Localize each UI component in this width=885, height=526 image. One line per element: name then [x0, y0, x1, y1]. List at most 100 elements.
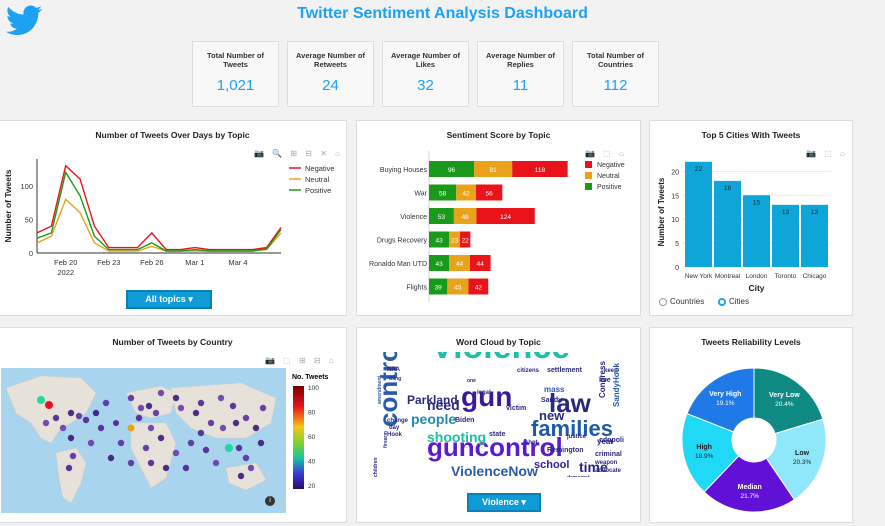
country-marker: [237, 472, 245, 480]
wordcloud-word: citizens: [517, 368, 540, 374]
panel-title: Top 5 Cities With Tweets: [701, 130, 801, 140]
bar-segment-positive: [429, 255, 450, 271]
wordcloud-word: year: [597, 437, 613, 446]
panel-title: Number of Tweets by Country: [112, 337, 233, 347]
slice-percent: 20.4%: [775, 401, 794, 408]
category-label: Drugs Recovery: [377, 238, 428, 245]
panel-title: Number of Tweets Over Days by Topic: [95, 130, 250, 140]
kpi-label: Average Number of Retweets: [296, 51, 365, 69]
country-marker: [192, 409, 200, 417]
slice-label: Low: [795, 450, 810, 457]
reliability-panel: Tweets Reliability Levels Very Low 20.4% L…: [649, 327, 853, 523]
top-cities-panel: Top 5 Cities With Tweets 📷 ⬚ ⌂ 0 5 10 15 20 2…: [649, 120, 853, 316]
country-marker: [177, 404, 185, 412]
bar-value-label: 43: [435, 261, 443, 268]
x-tick-label: Feb 20: [54, 258, 77, 267]
wordcloud-word: keep: [604, 368, 618, 374]
wordcloud-word: ViolenceNow: [451, 463, 538, 477]
map-landmass: [130, 422, 177, 489]
map-landmass: [170, 382, 277, 439]
slice-label: Median: [738, 484, 762, 491]
chart-modebar[interactable]: 📷 ⬚ ⌂: [585, 149, 627, 158]
slice-percent: 18.9%: [695, 453, 714, 460]
kpi-value: 112: [603, 77, 628, 94]
x-tick-label: Mar 4: [228, 258, 247, 267]
country-marker: [207, 419, 215, 427]
word-cloud-panel: Word Cloud by Topic Violenceguncontrolla…: [356, 327, 641, 523]
x-tick-label: Chicago: [803, 273, 827, 280]
info-icon[interactable]: i: [265, 496, 275, 506]
sentiment-score-panel: Sentiment Score by Topic 📷 ⬚ ⌂ Buying Ho…: [356, 120, 641, 316]
slice-label: Very Low: [769, 392, 800, 399]
bar-segment-negative: [468, 278, 489, 295]
radio-countries[interactable]: Countries: [659, 297, 704, 306]
country-marker: [197, 429, 205, 437]
wordcloud-word: state: [489, 431, 505, 438]
wordcloud-topic-dropdown[interactable]: Violence ▾: [467, 493, 541, 512]
word-cloud-image: Violenceguncontrollawfamiliesguncontrolp…: [369, 352, 624, 477]
country-marker: [172, 394, 180, 402]
x-tick-label: Feb 26: [140, 258, 163, 267]
bar-value-label: 96: [448, 167, 456, 174]
chevron-down-icon: ▾: [188, 294, 193, 304]
chart-modebar[interactable]: 📷 ⬚ ⌂: [806, 149, 848, 158]
country-marker: [242, 414, 250, 422]
country-marker: [259, 404, 267, 412]
x-tick-label: Toronto: [775, 273, 797, 280]
topics-dropdown[interactable]: All topics ▾: [126, 290, 212, 309]
bar-segment-negative: [469, 255, 491, 271]
country-marker: [247, 464, 255, 472]
country-marker: [232, 419, 240, 427]
country-marker: [252, 424, 260, 432]
bar-segment-neutral: [474, 161, 513, 177]
wordcloud-word: Violence: [431, 352, 570, 366]
bar-segment-neutral: [449, 255, 470, 271]
chart-modebar[interactable]: 📷 🔍 ⊞ ⊟ ✕ ⌂: [254, 149, 343, 158]
country-marker: [172, 449, 180, 457]
kpi-avg-retweets: Average Number of Retweets 24: [287, 41, 374, 107]
y-tick-label: 10: [671, 217, 679, 224]
bar-value-label: 23: [451, 238, 459, 245]
y-axis-title: Number of Tweets: [657, 177, 666, 246]
category-label: Ronaldo Man UTD: [369, 261, 427, 268]
country-marker: [127, 394, 135, 402]
legend-label: Negative: [597, 162, 625, 169]
pie-slice: [686, 367, 755, 433]
dropdown-value: Violence: [482, 497, 519, 507]
bar-value-label: 56: [486, 191, 494, 198]
kpi-label: Total Number of Countries: [587, 51, 644, 69]
colorbar-tick-label: 60: [308, 434, 316, 441]
country-marker: [113, 420, 119, 426]
tweets-over-days-panel: Number of Tweets Over Days by Topic 📷 🔍 …: [0, 120, 347, 316]
wordcloud-word: settlement: [547, 367, 583, 374]
wordcloud-word: change: [387, 418, 409, 424]
y-tick-label: 5: [675, 241, 679, 248]
bar-value-label: 42: [463, 191, 471, 198]
bar-value-label: 42: [475, 285, 483, 292]
country-marker: [65, 464, 73, 472]
kpi-avg-replies: Average Number of Replies 11: [477, 41, 564, 107]
y-tick-label: 0: [675, 265, 679, 272]
panel-title: Tweets Reliability Levels: [701, 337, 801, 347]
y-tick-label: 20: [671, 169, 679, 176]
x-tick-label: New York: [685, 273, 713, 280]
slice-label: Very High: [709, 391, 741, 398]
bar-value-label: 81: [490, 167, 498, 174]
colorbar-tick-label: 100: [308, 385, 319, 392]
radio-cities[interactable]: Cities: [718, 297, 749, 306]
wordcloud-word: people: [411, 411, 456, 427]
chart-modebar[interactable]: 📷 ⬚ ⊞ ⊟ ⌂: [265, 356, 337, 365]
map-landmass: [5, 375, 97, 444]
wordcloud-word: guncontrol: [427, 432, 563, 462]
wordcloud-word: legal: [477, 390, 491, 396]
bar-value-label: 53: [438, 214, 446, 221]
country-marker: [157, 389, 165, 397]
country-marker: [107, 454, 115, 462]
legend-label: Negative: [305, 164, 335, 173]
legend-label: Positive: [597, 184, 622, 191]
world-map[interactable]: [1, 368, 286, 513]
wordcloud-word: weapon: [594, 460, 618, 466]
legend-label: Neutral: [597, 173, 620, 180]
wordcloud-word: Sandy: [541, 397, 562, 404]
map-landmass: [55, 447, 87, 504]
